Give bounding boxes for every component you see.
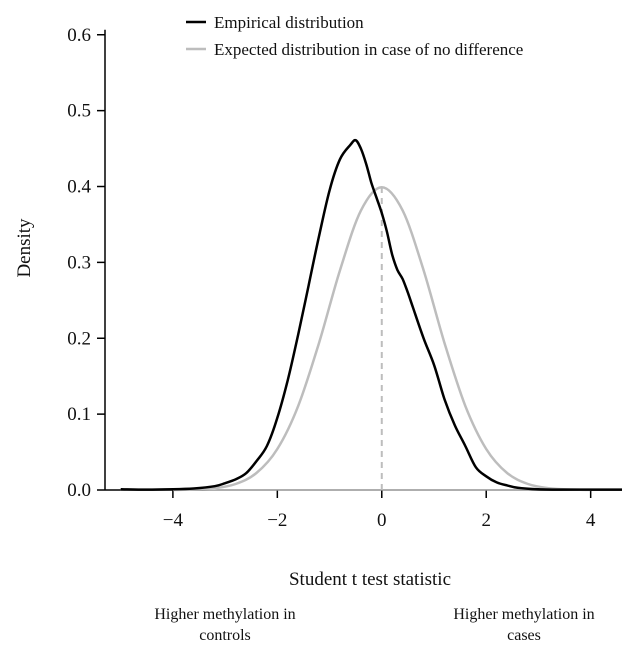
legend-label: Empirical distribution bbox=[214, 13, 364, 32]
annotation-right: Higher methylation in cases bbox=[426, 604, 622, 646]
x-axis-title: Student t test statistic bbox=[289, 569, 451, 590]
y-tick-label: 0.2 bbox=[67, 328, 91, 349]
y-tick-label: 0.3 bbox=[67, 252, 91, 273]
annotation-right-line2: cases bbox=[507, 627, 541, 644]
x-tick-label: 0 bbox=[377, 510, 387, 531]
y-ticks: 0.0 0.1 0.2 0.3 0.4 0.5 0.6 bbox=[67, 25, 105, 501]
series-line-expected bbox=[172, 186, 591, 492]
series-line-empirical bbox=[120, 138, 622, 491]
x-tick-label: 4 bbox=[586, 510, 596, 531]
annotation-left-line2: controls bbox=[199, 627, 251, 644]
y-tick-label: 0.4 bbox=[67, 177, 91, 198]
legend: Empirical distribution Expected distribut… bbox=[186, 13, 523, 59]
y-tick-label: 0.6 bbox=[67, 25, 91, 46]
annotation-right-line1: Higher methylation in bbox=[453, 606, 595, 623]
x-tick-label: −2 bbox=[267, 510, 287, 531]
y-tick-label: 0.1 bbox=[67, 404, 91, 425]
y-axis-title: Density bbox=[14, 218, 35, 278]
x-tick-label: −4 bbox=[163, 510, 184, 531]
axes: 0.0 0.1 0.2 0.3 0.4 0.5 0.6 −4 −2 0 2 4 bbox=[67, 25, 622, 531]
x-tick-label: 2 bbox=[481, 510, 491, 531]
series-layer bbox=[120, 138, 622, 492]
annotation-left: Higher methylation in controls bbox=[110, 604, 340, 646]
x-ticks: −4 −2 0 2 4 bbox=[163, 490, 596, 531]
y-tick-label: 0.5 bbox=[67, 101, 91, 122]
annotation-left-line1: Higher methylation in bbox=[154, 606, 296, 623]
y-tick-label: 0.0 bbox=[67, 480, 91, 501]
legend-label: Expected distribution in case of no diff… bbox=[214, 40, 523, 59]
